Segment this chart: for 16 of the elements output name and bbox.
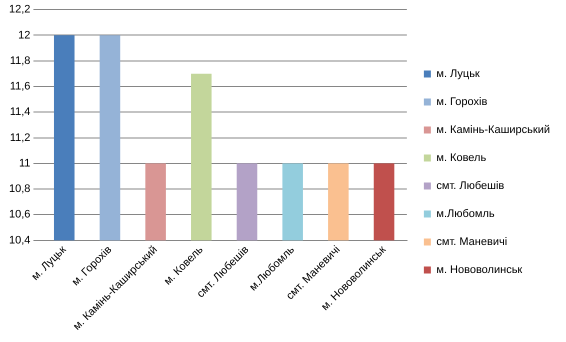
y-tick-label: 11,6 [10,80,30,93]
y-tick-label: 10,8 [8,183,30,196]
legend-label: смт. Любешів [436,180,504,192]
legend-label: м. Камінь-Каширський [436,124,550,136]
y-tick-label: 11,8 [10,54,30,67]
y-tick-label: 11,4 [10,106,30,118]
y-tick-label: 11,2 [10,132,30,144]
y-tick-label: 10,6 [8,208,30,221]
legend-label: м.Любомль [436,208,495,220]
y-tick-label: 11 [18,157,30,170]
legend-label: м. Горохів [436,96,488,108]
y-tick-label: 12 [18,29,30,42]
y-tick-label: 12,2 [8,4,30,16]
legend-label: м. Луцьк [436,68,480,80]
legend-label: м. Ковель [436,152,486,164]
y-tick-label: 10,4 [8,234,30,246]
